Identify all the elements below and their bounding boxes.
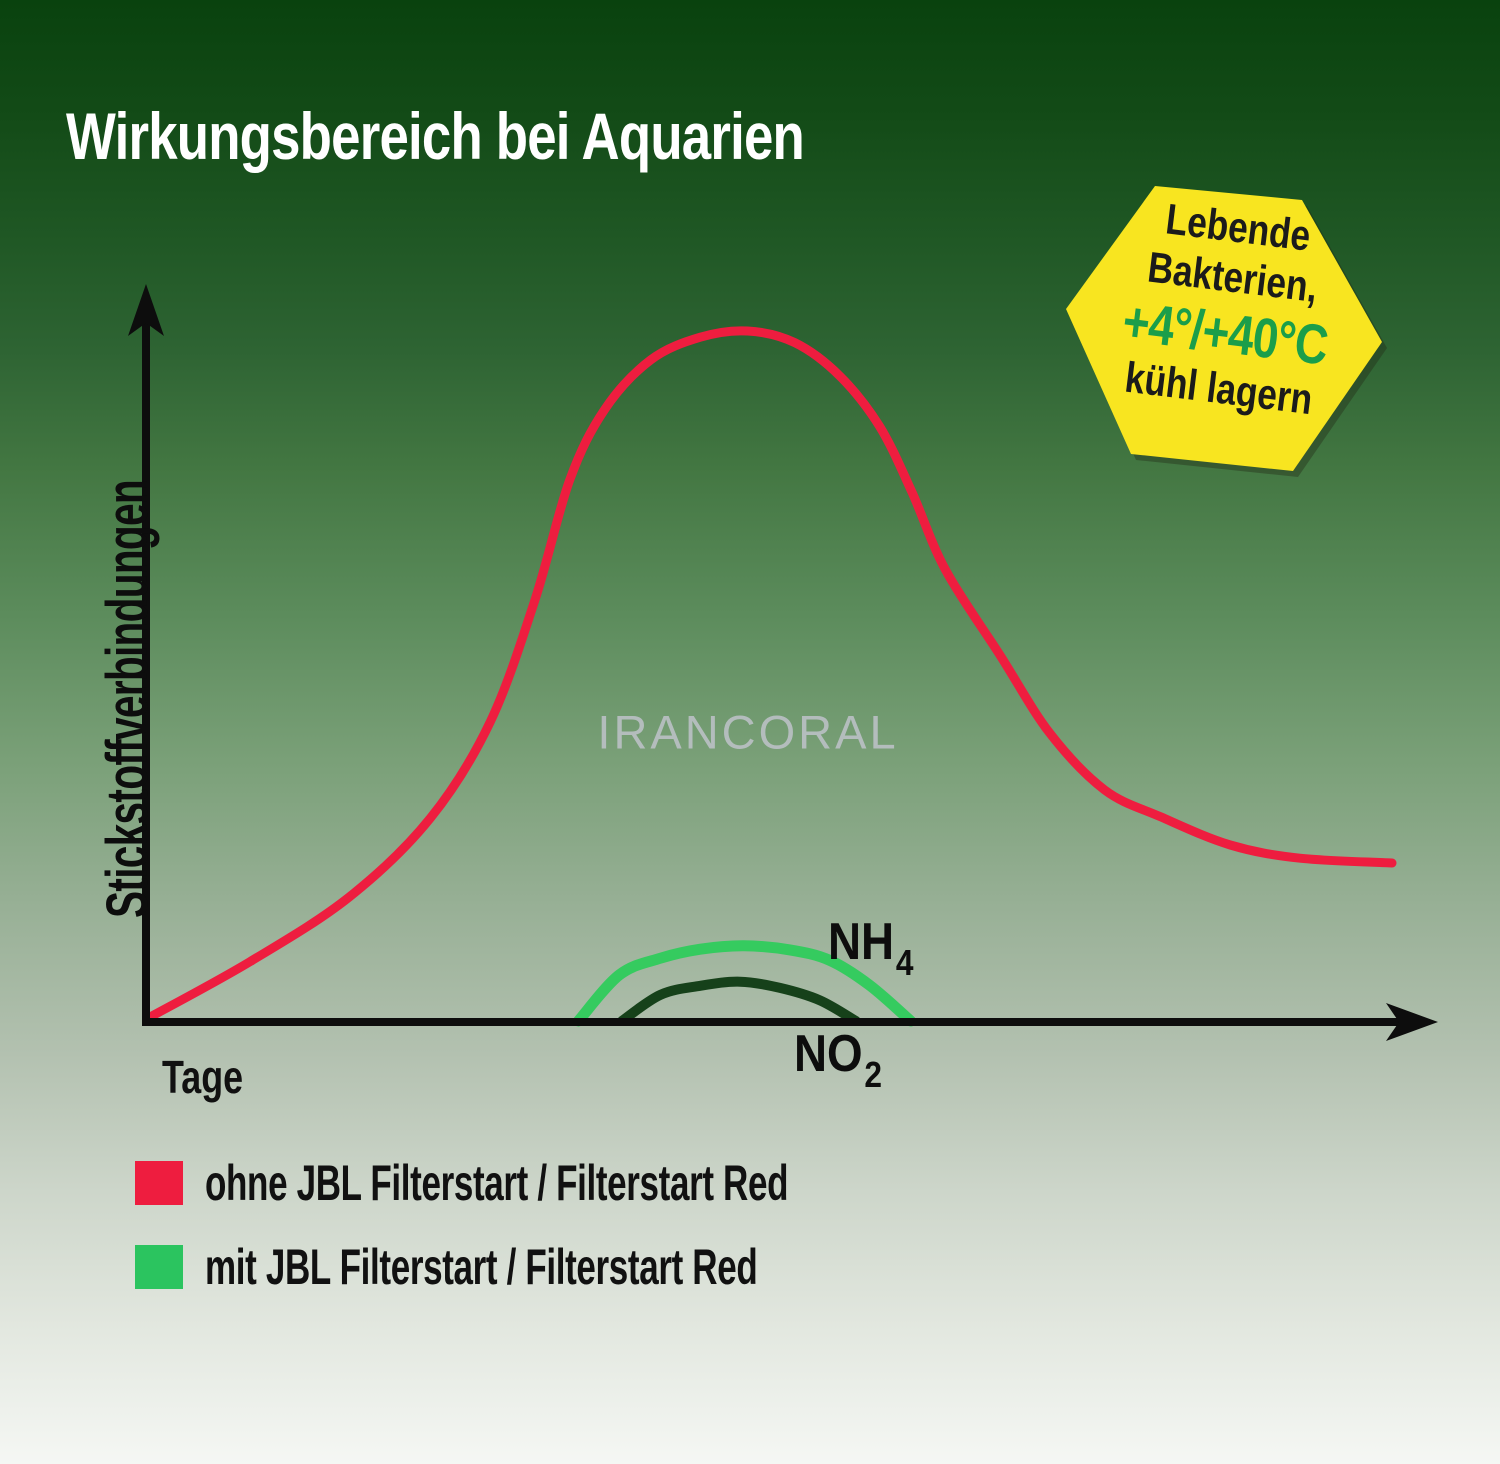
x-axis-arrowhead-icon [1386, 1003, 1438, 1041]
curve-with-filterstart-no2 [617, 976, 861, 1026]
page-title: Wirkungsbereich bei Aquarien [66, 99, 805, 173]
watermark-text: IRANCORAL [597, 705, 899, 759]
legend-label-without: ohne JBL Filterstart / Filterstart Red [205, 1155, 789, 1211]
legend-swatch-green [135, 1245, 183, 1289]
no2-label-main: NO [794, 1025, 863, 1083]
storage-badge: Lebende Bakterien, +4°/+40°C kühl lagern [1058, 176, 1393, 481]
nh4-label-subscript: 4 [895, 942, 914, 983]
curve-without-filterstart [143, 326, 1397, 1023]
nh4-curve-label: NH4 [828, 912, 913, 983]
legend-swatch-red [135, 1161, 183, 1205]
legend-row-with: mit JBL Filterstart / Filterstart Red [135, 1238, 1038, 1296]
legend-row-without: ohne JBL Filterstart / Filterstart Red [135, 1154, 1038, 1212]
no2-label-subscript: 2 [864, 1054, 883, 1095]
x-axis-label: Tage [162, 1051, 244, 1103]
legend: ohne JBL Filterstart / Filterstart Red m… [135, 1154, 1038, 1296]
legend-label-with: mit JBL Filterstart / Filterstart Red [205, 1239, 758, 1295]
curve-with-filterstart-nh4 [572, 940, 917, 1027]
no2-curve-label: NO2 [794, 1024, 882, 1095]
nh4-label-main: NH [828, 913, 895, 971]
y-axis-label: Stickstoffverbindungen [95, 479, 160, 918]
y-axis-arrowhead-icon [128, 284, 164, 336]
